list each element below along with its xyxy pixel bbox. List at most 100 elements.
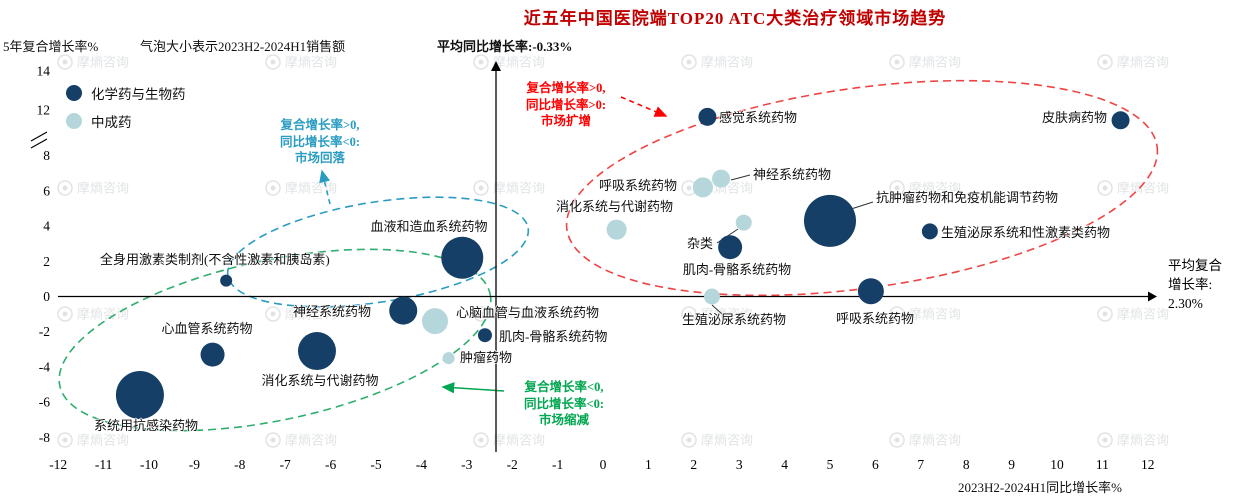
- watermark: 摩熵咨询: [265, 54, 337, 70]
- svg-text:摩熵咨询: 摩熵咨询: [77, 433, 129, 448]
- annotation-market-decline: 复合增长率>0, 同比增长率<0: 市场回落: [250, 117, 390, 167]
- watermark: 摩熵咨询: [265, 180, 337, 196]
- y-tick-label: 6: [43, 183, 50, 198]
- legend-dot-chem-bio: [66, 85, 82, 101]
- y-tick-label: -6: [39, 395, 50, 410]
- x-axis-title: 2023H2-2024H1同比增长率%: [958, 480, 1122, 495]
- bubble-label-systemic-anti-infectives: 系统用抗感染药物: [94, 418, 198, 433]
- svg-text:摩熵咨询: 摩熵咨询: [493, 181, 545, 196]
- svg-text:摩熵咨询: 摩熵咨询: [285, 433, 337, 448]
- bubble-antineoplastic-immune: [804, 194, 856, 247]
- y-tick-label: -2: [39, 324, 50, 339]
- watermark: 摩熵咨询: [1097, 306, 1169, 322]
- avg-cagr-label: 平均复合 增长率: 2.30%: [1168, 256, 1222, 313]
- bubble-respiratory-tcm: [692, 177, 713, 198]
- bubble-systemic-anti-infectives: [115, 371, 164, 420]
- legend-item-chem-bio: 化学药与生物药: [66, 79, 186, 107]
- svg-text:摩熵咨询: 摩熵咨询: [77, 181, 129, 196]
- bubble-genito-urinary-tcm: [703, 288, 720, 305]
- arrow-market-shrink: [441, 382, 505, 394]
- y-tick-label: 12: [37, 103, 51, 118]
- bubble-label-nervous-system-chem: 神经系统药物: [293, 304, 371, 319]
- annotation-line: 市场缩减: [538, 413, 589, 427]
- watermark: 摩熵咨询: [889, 306, 961, 322]
- bubble-label-musculo-skeletal-chem-left: 肌肉-骨骼系统药物: [499, 329, 607, 344]
- avg-cagr-line: 平均复合: [1168, 258, 1222, 273]
- label-connector-nervous-system-tcm: [730, 174, 751, 181]
- watermark: 摩熵咨询: [57, 306, 129, 322]
- watermark: 摩熵咨询: [889, 180, 961, 196]
- x-tick-label: -7: [280, 457, 291, 472]
- svg-text:摩熵咨询: 摩熵咨询: [493, 55, 545, 70]
- bubble-sensory-system: [698, 107, 717, 126]
- watermark: 摩熵咨询: [473, 54, 545, 70]
- y-tick-label: 2: [43, 254, 50, 269]
- watermark: 摩熵咨询: [889, 54, 961, 70]
- svg-text:摩熵咨询: 摩熵咨询: [701, 55, 753, 70]
- x-tick-label: 5: [827, 457, 834, 472]
- watermark: 摩熵咨询: [57, 180, 129, 196]
- watermark: 摩熵咨询: [473, 180, 545, 196]
- svg-text:摩熵咨询: 摩熵咨询: [909, 433, 961, 448]
- bubble-genito-urinary-sex-hormones: [921, 223, 938, 240]
- legend-label-chem-bio: 化学药与生物药: [91, 87, 186, 102]
- bubble-label-antineoplastic-immune: 抗肿瘤药物和免疫机能调节药物: [876, 190, 1058, 205]
- ellipse-market-shrink: [58, 248, 492, 432]
- bubble-label-respiratory-chem: 呼吸系统药物: [836, 311, 914, 326]
- bubble-label-genito-urinary-sex-hormones: 生殖泌尿系统和性激素类药物: [941, 225, 1110, 240]
- svg-text:摩熵咨询: 摩熵咨询: [701, 307, 753, 322]
- bubble-label-respiratory-tcm: 呼吸系统药物: [599, 178, 677, 193]
- x-tick-label: -5: [370, 457, 381, 472]
- y-axis-break-mark: [30, 138, 48, 149]
- annotation-line: 同比增长率<0:: [523, 396, 605, 411]
- svg-text:摩熵咨询: 摩熵咨询: [701, 433, 753, 448]
- legend-label-tcm: 中成药: [91, 115, 132, 130]
- chart-title: 近五年中国医院端TOP20 ATC大类治疗领域市场趋势: [523, 9, 947, 28]
- annotation-line: 同比增长率<0:: [279, 134, 361, 149]
- y-tick-label: -4: [39, 359, 50, 374]
- svg-text:摩熵咨询: 摩熵咨询: [1117, 181, 1169, 196]
- watermark: 摩熵咨询: [1097, 54, 1169, 70]
- bubble-digestive-metabolism-tcm: [606, 219, 627, 240]
- watermark: 摩熵咨询: [1097, 432, 1169, 448]
- avg-cagr-line: 增长率:: [1168, 277, 1213, 292]
- y-axis-arrow: [491, 61, 501, 71]
- annotation-line: 同比增长率>0:: [525, 97, 607, 112]
- watermark: 摩熵咨询: [681, 180, 753, 196]
- bubble-cardiovascular-chem: [200, 342, 225, 367]
- label-connector-genito-urinary-tcm: [711, 304, 723, 315]
- bubble-miscellaneous: [735, 214, 752, 231]
- x-tick-label: 1: [645, 457, 652, 472]
- x-tick-label: -4: [416, 457, 427, 472]
- avg-cagr-line: 2.30%: [1168, 296, 1203, 311]
- bubble-label-dermatologicals: 皮肤病药物: [1042, 110, 1107, 125]
- bubble-cardio-cerebrovascular-blood-tcm: [422, 308, 449, 335]
- watermark: 摩熵咨询: [473, 306, 545, 322]
- x-tick-label: 7: [917, 457, 924, 472]
- watermark: 摩熵咨询: [681, 306, 753, 322]
- bubble-label-miscellaneous: 杂类: [687, 236, 713, 251]
- svg-text:摩熵咨询: 摩熵咨询: [1117, 55, 1169, 70]
- x-tick-label: -2: [507, 457, 518, 472]
- x-tick-label: -12: [49, 457, 67, 472]
- bubble-size-note: 气泡大小表示2023H2-2024H1销售额: [140, 39, 346, 54]
- arrow-market-decline: [319, 169, 331, 205]
- svg-text:摩熵咨询: 摩熵咨询: [909, 55, 961, 70]
- svg-text:摩熵咨询: 摩熵咨询: [1117, 307, 1169, 322]
- x-tick-label: -11: [95, 457, 113, 472]
- svg-text:摩熵咨询: 摩熵咨询: [493, 307, 545, 322]
- bubble-digestive-metabolism-chem: [297, 332, 336, 371]
- svg-text:摩熵咨询: 摩熵咨询: [493, 433, 545, 448]
- bubble-blood-hematopoietic: [441, 236, 484, 279]
- bubble-systemic-hormones: [220, 274, 233, 287]
- bubble-dermatologicals: [1111, 111, 1130, 130]
- legend-item-tcm: 中成药: [66, 107, 186, 135]
- avg-yoy-label: 平均同比增长率:-0.33%: [437, 39, 573, 54]
- arrow-market-expand: [620, 96, 668, 117]
- x-tick-label: -6: [325, 457, 336, 472]
- x-tick-label: -9: [189, 457, 200, 472]
- bubble-label-cardio-cerebrovascular-blood-tcm: 心脑血管与血液系统药物: [456, 305, 599, 320]
- legend-dot-tcm: [66, 113, 82, 129]
- y-tick-label: 0: [43, 289, 50, 304]
- watermark: 摩熵咨询: [57, 54, 129, 70]
